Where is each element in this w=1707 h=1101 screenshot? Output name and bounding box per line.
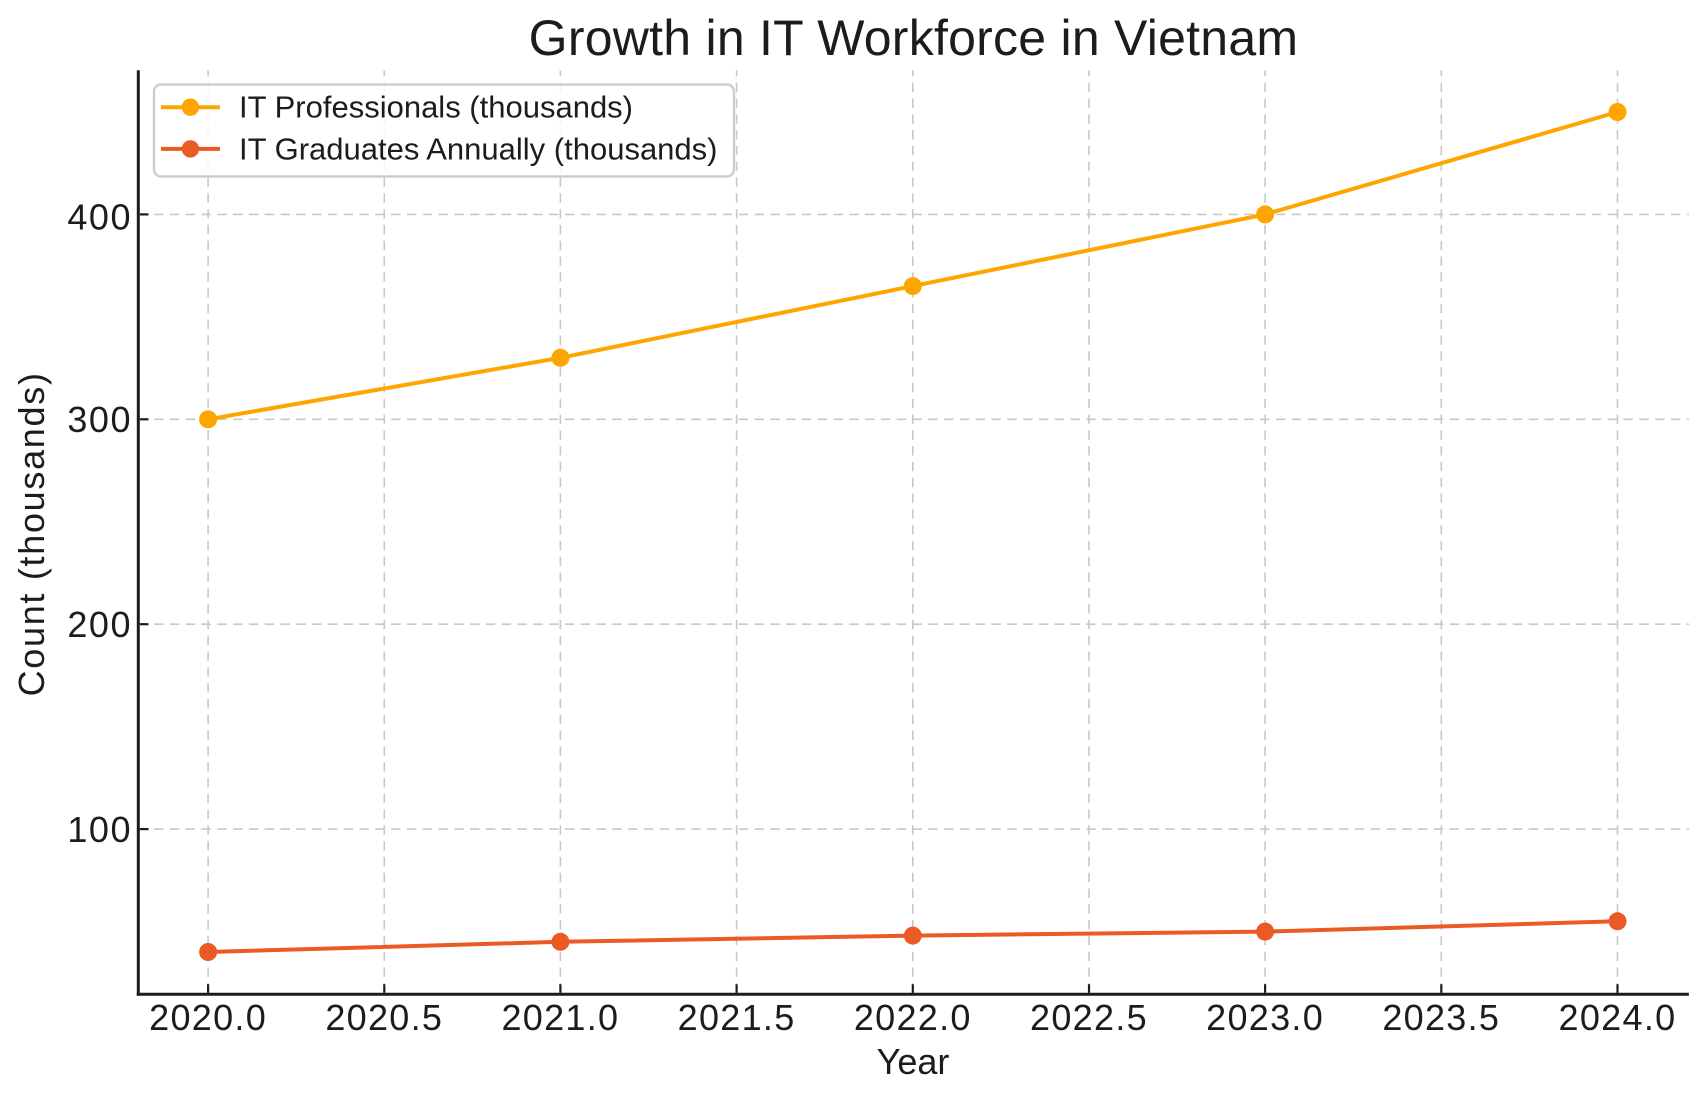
svg-text:Count (thousands): Count (thousands): [11, 371, 52, 696]
svg-text:200: 200: [67, 604, 132, 645]
svg-text:2024.0: 2024.0: [1559, 997, 1677, 1038]
svg-text:2021.0: 2021.0: [501, 997, 619, 1038]
svg-text:2023.0: 2023.0: [1206, 997, 1324, 1038]
svg-text:Year: Year: [877, 1041, 950, 1082]
svg-text:2020.5: 2020.5: [325, 997, 443, 1038]
svg-text:IT Graduates Annually (thousan: IT Graduates Annually (thousands): [239, 132, 718, 167]
svg-text:400: 400: [67, 197, 132, 238]
svg-text:2022.0: 2022.0: [854, 997, 972, 1038]
svg-text:2022.5: 2022.5: [1030, 997, 1148, 1038]
svg-text:2021.5: 2021.5: [678, 997, 796, 1038]
svg-text:IT Professionals (thousands): IT Professionals (thousands): [239, 90, 633, 125]
svg-text:2020.0: 2020.0: [149, 997, 267, 1038]
svg-text:100: 100: [67, 809, 132, 850]
svg-text:2023.5: 2023.5: [1382, 997, 1500, 1038]
svg-text:300: 300: [67, 399, 132, 440]
svg-text:Growth in IT Workforce in Viet: Growth in IT Workforce in Vietnam: [529, 10, 1299, 66]
